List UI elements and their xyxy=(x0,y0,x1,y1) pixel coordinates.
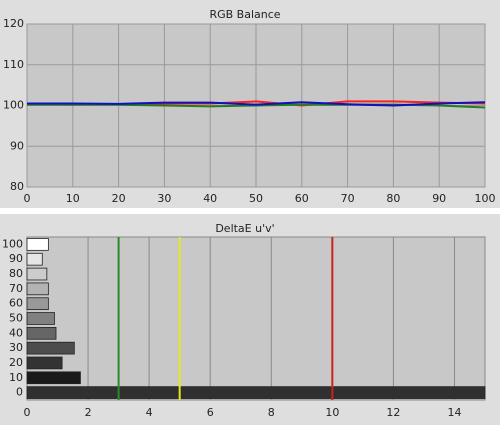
x-tick-label: 100 xyxy=(475,192,496,205)
y-tick-label: 80 xyxy=(9,267,23,280)
x-tick-label: 60 xyxy=(295,192,309,205)
x-tick-label: 50 xyxy=(249,192,263,205)
y-tick-label: 0 xyxy=(16,386,23,399)
y-tick-label: 110 xyxy=(3,58,24,71)
bar xyxy=(26,341,75,355)
x-tick-label: 10 xyxy=(66,192,80,205)
y-tick-label: 90 xyxy=(9,252,23,265)
bar xyxy=(26,238,49,251)
y-tick-label: 40 xyxy=(9,326,23,339)
bar xyxy=(26,252,43,266)
bar xyxy=(26,297,49,311)
x-tick-label: 90 xyxy=(432,192,446,205)
bar xyxy=(26,267,48,281)
y-tick-label: 100 xyxy=(3,99,24,112)
plot-area xyxy=(26,236,486,401)
y-tick-label: 20 xyxy=(9,356,23,369)
chart-title: DeltaE u'v' xyxy=(215,222,274,235)
bar xyxy=(26,326,57,340)
y-tick-label: 80 xyxy=(10,180,24,193)
x-tick-label: 30 xyxy=(157,192,171,205)
y-tick-label: 70 xyxy=(9,282,23,295)
y-tick-label: 100 xyxy=(2,237,23,250)
x-tick-label: 20 xyxy=(112,192,126,205)
x-tick-label: 10 xyxy=(325,406,339,419)
y-tick-label: 120 xyxy=(3,17,24,30)
x-tick-label: 0 xyxy=(24,192,31,205)
chart-title: RGB Balance xyxy=(209,8,280,21)
series-line xyxy=(27,101,486,107)
bar xyxy=(26,371,81,385)
x-tick-label: 80 xyxy=(386,192,400,205)
y-tick-label: 50 xyxy=(9,312,23,325)
x-tick-label: 6 xyxy=(207,406,214,419)
x-tick-label: 8 xyxy=(268,406,275,419)
x-tick-label: 0 xyxy=(24,406,31,419)
x-tick-label: 70 xyxy=(341,192,355,205)
x-tick-label: 40 xyxy=(203,192,217,205)
bar xyxy=(26,356,63,370)
y-tick-label: 30 xyxy=(9,341,23,354)
x-tick-label: 4 xyxy=(146,406,153,419)
y-tick-label: 10 xyxy=(9,371,23,384)
x-tick-label: 14 xyxy=(447,406,461,419)
bar xyxy=(26,312,55,325)
bar xyxy=(26,282,49,296)
bar xyxy=(26,386,486,399)
x-tick-label: 12 xyxy=(386,406,400,419)
y-tick-label: 90 xyxy=(10,139,24,152)
y-tick-label: 60 xyxy=(9,297,23,310)
x-tick-label: 2 xyxy=(85,406,92,419)
